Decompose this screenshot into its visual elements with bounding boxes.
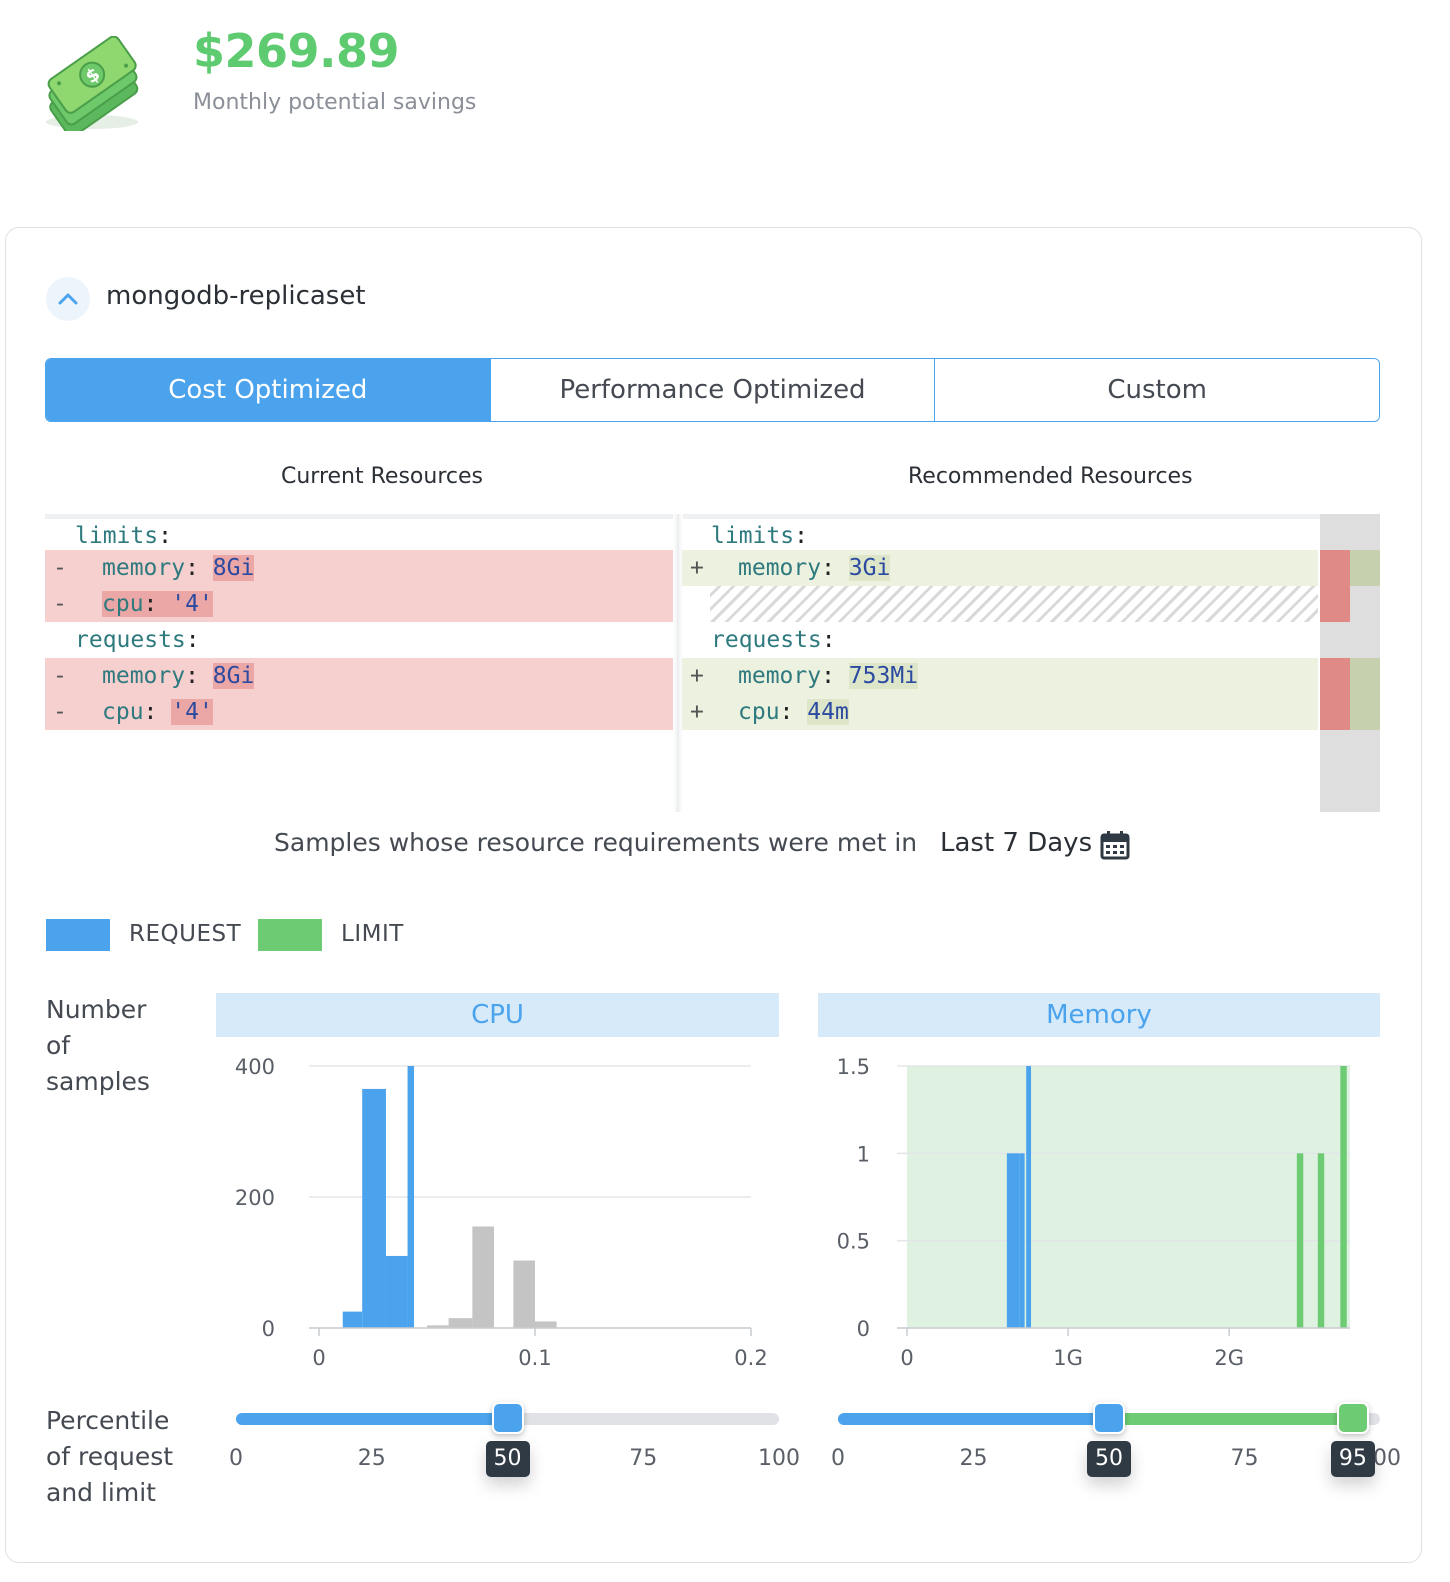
diff-line-removed: - cpu: '4' bbox=[45, 694, 675, 730]
workload-name: mongodb-replicaset bbox=[106, 281, 366, 311]
y-tick-label: 1 bbox=[857, 1142, 870, 1166]
slider-tick-label: 75 bbox=[1230, 1446, 1259, 1471]
y-tick-label: 400 bbox=[235, 1055, 275, 1079]
histogram-bar bbox=[1026, 1066, 1032, 1328]
histogram-bar bbox=[513, 1260, 535, 1328]
money-stack-icon: $ bbox=[46, 36, 139, 131]
cpu-histogram: 0 200 400 0 0.1 0.2 bbox=[235, 1055, 768, 1370]
y-tick-label: 0 bbox=[262, 1317, 275, 1341]
slider-tick-label: 100 bbox=[758, 1446, 800, 1471]
memory-limit-fill bbox=[1109, 1413, 1353, 1425]
x-tick-label: 1G bbox=[1053, 1346, 1083, 1370]
diff-line-added: + memory: 3Gi bbox=[682, 550, 1318, 586]
x-tick-label: 2G bbox=[1214, 1346, 1244, 1370]
slider-tick-label: 25 bbox=[959, 1446, 988, 1471]
y-tick-label: 0.5 bbox=[837, 1230, 870, 1254]
diff-line-removed: - memory: 8Gi bbox=[45, 658, 675, 694]
histogram-bar bbox=[427, 1325, 449, 1328]
histogram-bar bbox=[385, 1255, 408, 1328]
recommended-resources-title: Recommended Resources bbox=[908, 464, 1193, 489]
histogram-bar bbox=[1006, 1153, 1020, 1328]
histogram-bar bbox=[342, 1311, 363, 1328]
chevron-up-icon bbox=[58, 293, 78, 305]
diff-line-added: + memory: 753Mi bbox=[682, 658, 1318, 694]
histogram-bar bbox=[1317, 1153, 1325, 1328]
y-tick-label: 200 bbox=[235, 1186, 275, 1210]
memory-chart-title: Memory bbox=[818, 993, 1380, 1037]
cpu-chart-title: CPU bbox=[216, 993, 779, 1037]
collapse-button[interactable] bbox=[46, 277, 90, 321]
x-tick-label: 0.1 bbox=[518, 1346, 551, 1370]
cpu-request-value: 50 bbox=[485, 1441, 530, 1477]
optimization-tabs: Cost Optimized Performance Optimized Cus… bbox=[45, 358, 1380, 422]
diff-overview-ruler[interactable] bbox=[1320, 514, 1380, 812]
diff-line: requests: bbox=[75, 627, 200, 653]
resource-diff-viewer: limits: - memory: 8Gi - cpu: '4' request… bbox=[45, 514, 1380, 812]
savings-amount: $269.89 bbox=[193, 24, 400, 78]
histogram-bar bbox=[407, 1066, 415, 1328]
legend-label-limit: LIMIT bbox=[341, 921, 404, 947]
diff-line-removed: - memory: 8Gi bbox=[45, 550, 675, 586]
histogram-bar bbox=[362, 1088, 386, 1328]
percentile-label: Percentile of request and limit bbox=[46, 1406, 174, 1507]
legend-swatch-request bbox=[46, 919, 110, 951]
histogram-bar bbox=[472, 1226, 494, 1328]
x-tick-label: 0 bbox=[312, 1346, 325, 1370]
slider-tick-label: 25 bbox=[357, 1446, 386, 1471]
current-resources-title: Current Resources bbox=[281, 464, 483, 489]
x-tick-label: 0 bbox=[900, 1346, 913, 1370]
diff-divider[interactable] bbox=[673, 514, 683, 812]
samples-description: Samples whose resource requirements were… bbox=[274, 828, 918, 857]
legend-swatch-limit bbox=[258, 919, 322, 951]
diff-line: limits: bbox=[711, 523, 808, 549]
histogram-bar bbox=[1019, 1153, 1025, 1328]
memory-histogram: 0 0.5 1 1.5 0 1G 2G bbox=[837, 1055, 1350, 1370]
slider-tick-label: 0 bbox=[229, 1446, 243, 1471]
y-tick-label: 1.5 bbox=[837, 1055, 870, 1079]
memory-limit-thumb[interactable] bbox=[1336, 1402, 1369, 1434]
diff-line-removed: - cpu: '4' bbox=[45, 586, 675, 622]
calendar-icon[interactable] bbox=[1100, 830, 1130, 860]
x-tick-label: 0.2 bbox=[734, 1346, 767, 1370]
cpu-request-fill bbox=[236, 1413, 508, 1425]
y-tick-label: 0 bbox=[857, 1317, 870, 1341]
histogram-bar bbox=[448, 1318, 473, 1328]
diff-line-empty bbox=[710, 586, 1318, 622]
recommendation-card bbox=[5, 227, 1422, 1563]
legend-label-request: REQUEST bbox=[129, 921, 242, 947]
limit-range-band bbox=[907, 1066, 1350, 1328]
savings-label: Monthly potential savings bbox=[193, 90, 477, 115]
tab-performance-optimized[interactable]: Performance Optimized bbox=[490, 359, 936, 421]
recommended-resources-pane: limits: + memory: 3Gi requests: + memory… bbox=[682, 514, 1318, 812]
tab-cost-optimized[interactable]: Cost Optimized bbox=[46, 359, 491, 421]
diff-line: requests: bbox=[711, 627, 836, 653]
tab-custom[interactable]: Custom bbox=[935, 359, 1379, 421]
diff-line-added: + cpu: 44m bbox=[682, 694, 1318, 730]
current-resources-pane: limits: - memory: 8Gi - cpu: '4' request… bbox=[45, 514, 675, 812]
slider-tick-label: 75 bbox=[629, 1446, 658, 1471]
memory-request-thumb[interactable] bbox=[1093, 1402, 1125, 1434]
histogram-bar bbox=[1296, 1153, 1304, 1328]
histogram-bar bbox=[535, 1321, 557, 1328]
memory-limit-value: 95 bbox=[1330, 1441, 1375, 1477]
histogram-bar bbox=[1340, 1066, 1347, 1328]
memory-request-value: 50 bbox=[1087, 1441, 1131, 1477]
date-range-select[interactable]: Last 7 Days bbox=[940, 828, 1093, 858]
slider-tick-label: 0 bbox=[831, 1446, 845, 1471]
memory-request-fill bbox=[838, 1413, 1109, 1425]
number-of-samples-label: Number of samples bbox=[46, 995, 150, 1096]
cpu-request-thumb[interactable] bbox=[491, 1402, 524, 1434]
diff-line: limits: bbox=[75, 523, 172, 549]
